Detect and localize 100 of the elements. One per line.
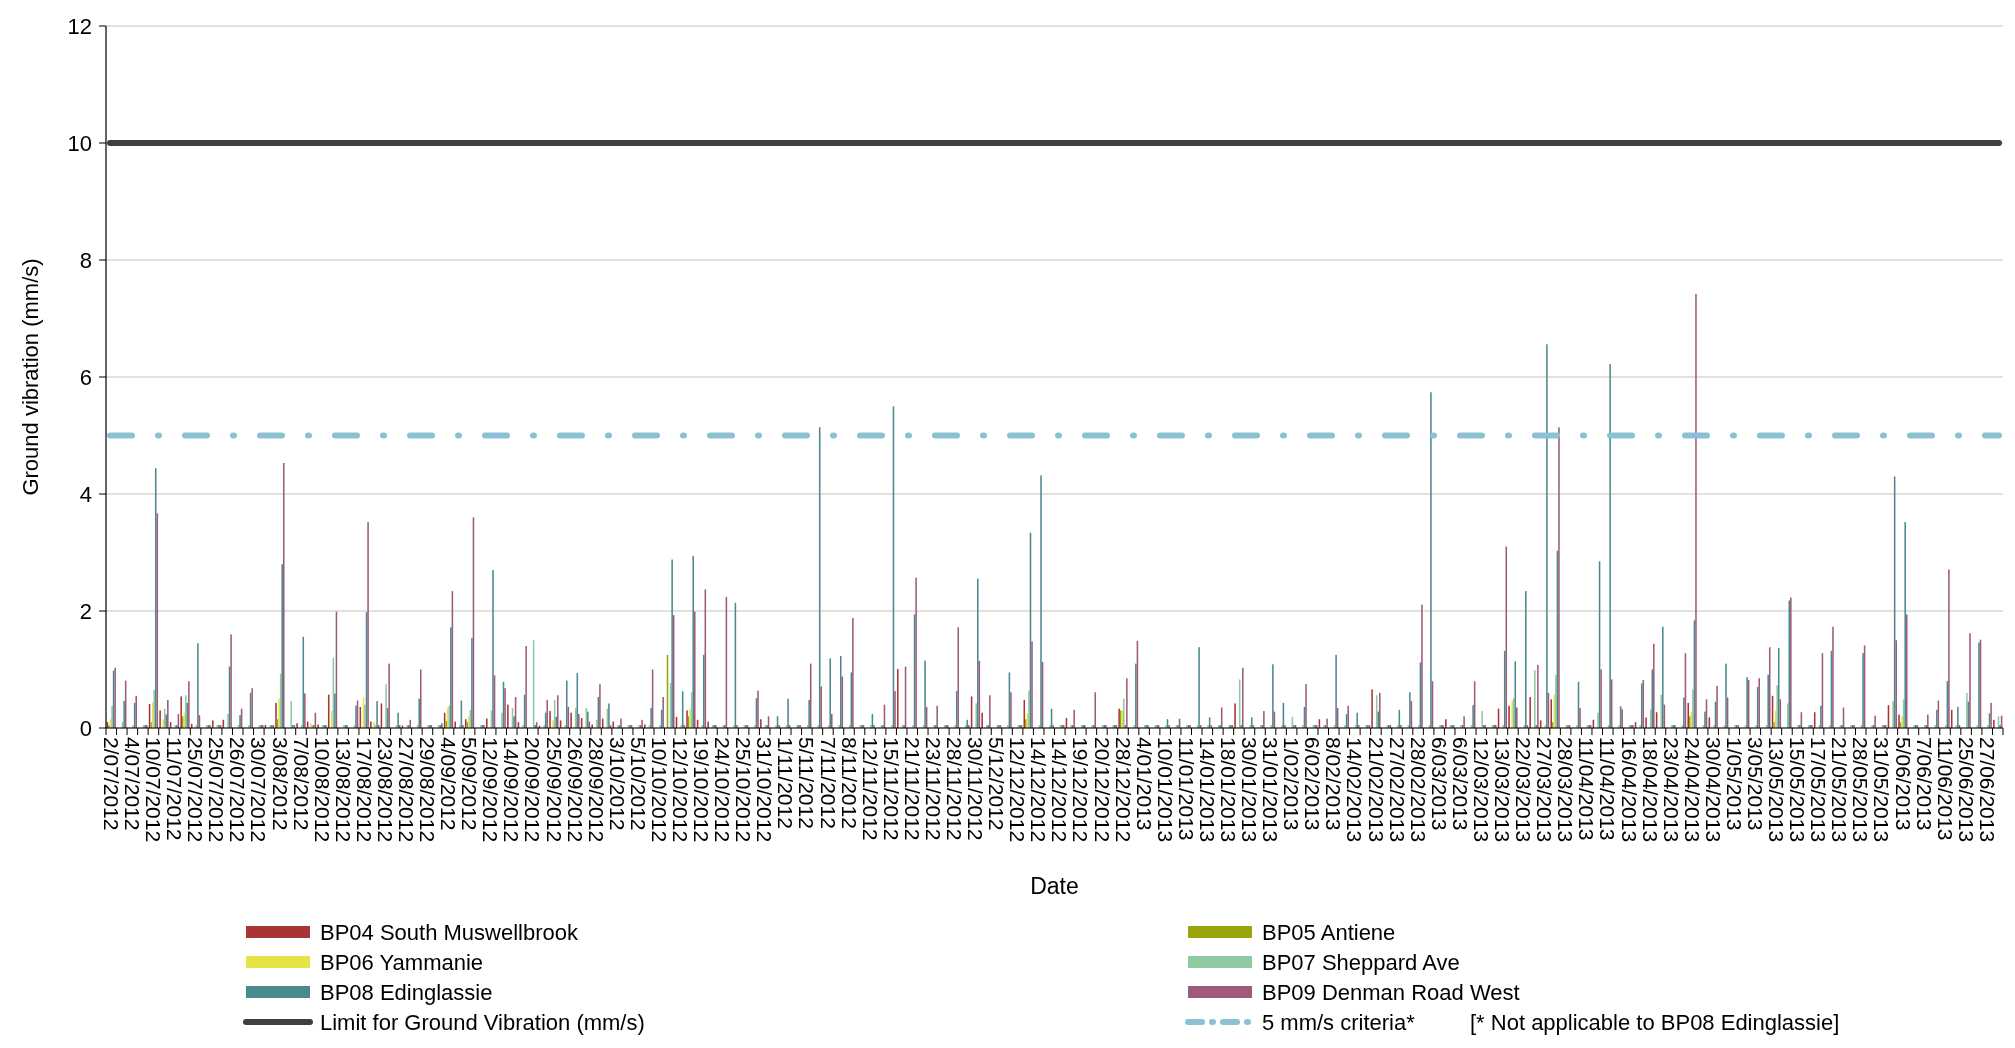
x-tick-label: 22/03/2013 <box>1512 737 1536 843</box>
y-tick-label: 0 <box>79 715 92 741</box>
x-tick-label: 19/10/2012 <box>690 737 714 843</box>
x-tick-label: 11/07/2012 <box>163 737 187 841</box>
legend-label: BP05 Antiene <box>1262 919 1396 945</box>
x-tick-label: 12/11/2012 <box>858 737 882 841</box>
x-tick-label: 10/08/2012 <box>310 737 334 843</box>
x-tick-label: 11/04/2013 <box>1575 737 1599 841</box>
x-tick-label: 14/01/2013 <box>1195 737 1219 843</box>
x-tick-label: 25/07/2012 <box>205 737 229 843</box>
x-tick-label: 12/09/2012 <box>479 737 503 843</box>
x-tick-label: 5/12/2012 <box>985 737 1009 831</box>
x-tick-label: 23/08/2012 <box>373 737 397 843</box>
x-tick-label: 3/08/2012 <box>268 737 292 831</box>
x-tick-label: 19/12/2012 <box>1069 737 1093 843</box>
x-tick-label: 27/06/2013 <box>1975 737 1999 843</box>
x-tick-label: 15/11/2012 <box>879 737 903 841</box>
x-tick-label: 27/02/2013 <box>1385 737 1409 843</box>
x-tick-label: 30/11/2012 <box>964 737 988 841</box>
x-tick-label: 23/04/2013 <box>1659 737 1683 843</box>
x-tick-label: 24/04/2013 <box>1680 737 1704 843</box>
x-tick-label: 28/03/2013 <box>1554 737 1578 843</box>
y-axis-title: Ground vibration (mm/s) <box>18 258 43 496</box>
legend-label: BP04 South Muswellbrook <box>320 919 580 945</box>
x-tick-label: 10/07/2012 <box>142 737 166 843</box>
y-tick-label: 8 <box>79 247 92 273</box>
x-tick-label: 8/11/2012 <box>837 737 861 829</box>
x-tick-label: 14/09/2012 <box>500 737 524 843</box>
x-tick-label: 15/05/2013 <box>1786 737 1810 843</box>
x-tick-label: 28/05/2013 <box>1849 737 1873 843</box>
x-tick-label: 16/04/2013 <box>1617 737 1641 843</box>
x-tick-label: 20/12/2012 <box>1090 737 1114 843</box>
x-tick-label: 25/09/2012 <box>542 737 566 843</box>
legend-label: BP06 Yammanie <box>320 949 484 975</box>
x-tick-label: 30/01/2013 <box>1238 737 1262 843</box>
legend-label: BP08 Edinglassie <box>320 979 493 1005</box>
x-tick-label: 28/09/2012 <box>584 737 608 843</box>
x-tick-label: 29/08/2012 <box>416 737 440 843</box>
x-tick-label: 27/03/2013 <box>1533 737 1557 843</box>
y-tick-label: 12 <box>67 13 92 39</box>
x-tick-label: 7/06/2013 <box>1912 737 1936 831</box>
x-tick-label: 27/08/2012 <box>395 737 419 843</box>
x-tick-label: 13/03/2013 <box>1491 737 1515 843</box>
x-tick-label: 24/10/2012 <box>711 737 735 843</box>
x-tick-label: 5/06/2013 <box>1891 737 1915 831</box>
x-tick-label: 12/10/2012 <box>669 737 693 843</box>
x-tick-label: 4/09/2012 <box>437 737 461 831</box>
y-tick-label: 10 <box>67 130 92 156</box>
x-tick-label: 11/06/2013 <box>1933 737 1957 841</box>
x-tick-label: 6/03/2013 <box>1448 737 1472 831</box>
x-tick-label: 4/01/2013 <box>1132 737 1156 831</box>
x-tick-label: 5/09/2012 <box>458 737 482 831</box>
legend-label: Limit for Ground Vibration (mm/s) <box>320 1009 645 1035</box>
x-tick-label: 28/12/2012 <box>1111 737 1135 843</box>
x-tick-label: 31/01/2013 <box>1259 737 1283 843</box>
x-tick-label: 13/05/2013 <box>1765 737 1789 843</box>
x-tick-label: 5/11/2012 <box>795 737 819 829</box>
x-tick-label: 21/02/2013 <box>1364 737 1388 843</box>
legend-label: BP07 Sheppard Ave <box>1262 949 1460 975</box>
x-tick-label: 1/11/2012 <box>774 737 798 829</box>
x-tick-label: 17/05/2013 <box>1807 737 1831 843</box>
x-tick-label: 2/07/2012 <box>99 737 123 831</box>
x-tick-label: 14/12/2012 <box>1027 737 1051 843</box>
legend-label: 5 mm/s criteria* <box>1262 1009 1416 1035</box>
x-axis-title: Date <box>1030 873 1079 899</box>
x-tick-label: 20/09/2012 <box>521 737 545 843</box>
x-tick-label: 13/08/2012 <box>331 737 355 843</box>
x-tick-label: 31/05/2013 <box>1870 737 1894 843</box>
x-tick-label: 7/11/2012 <box>816 737 840 829</box>
x-tick-label: 25/07/2012 <box>184 737 208 843</box>
x-tick-label: 17/08/2012 <box>352 737 376 843</box>
x-tick-label: 30/07/2012 <box>247 737 271 843</box>
x-tick-label: 30/04/2013 <box>1701 737 1725 843</box>
x-tick-label: 4/07/2012 <box>121 737 144 831</box>
x-tick-label: 3/10/2012 <box>605 737 629 831</box>
y-tick-label: 6 <box>79 364 92 390</box>
x-tick-label: 25/06/2013 <box>1954 737 1978 843</box>
legend-label: BP09 Denman Road West <box>1262 979 1520 1005</box>
x-tick-label: 25/10/2012 <box>732 737 756 843</box>
x-tick-label: 23/11/2012 <box>921 737 945 841</box>
x-tick-label: 31/10/2012 <box>753 737 777 843</box>
x-tick-label: 18/01/2013 <box>1217 737 1241 843</box>
x-tick-label: 11/04/2013 <box>1596 737 1620 841</box>
x-tick-label: 12/12/2012 <box>1006 737 1030 843</box>
y-tick-label: 4 <box>79 481 92 507</box>
x-tick-label: 10/01/2013 <box>1153 737 1177 843</box>
x-tick-label: 28/11/2012 <box>943 737 967 841</box>
x-tick-label: 5/10/2012 <box>626 737 650 831</box>
x-tick-label: 3/05/2013 <box>1743 737 1767 831</box>
x-tick-label: 21/05/2013 <box>1828 737 1852 843</box>
x-tick-label: 14/12/2012 <box>1048 737 1072 843</box>
x-tick-label: 1/05/2013 <box>1722 737 1746 831</box>
y-tick-label: 2 <box>79 598 92 624</box>
x-tick-label: 6/03/2013 <box>1427 737 1451 831</box>
x-tick-label: 14/02/2013 <box>1343 737 1367 843</box>
x-tick-label: 1/02/2013 <box>1280 737 1304 831</box>
x-tick-label: 26/09/2012 <box>563 737 587 843</box>
text: [* Not applicable to BP08 Edinglassie] <box>1470 1009 1840 1035</box>
x-tick-label: 10/10/2012 <box>647 737 671 843</box>
x-tick-label: 7/08/2012 <box>289 737 313 831</box>
